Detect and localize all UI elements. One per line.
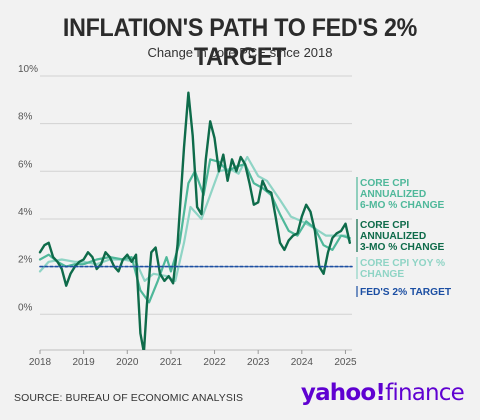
x-tick-label: 2024 — [291, 357, 314, 368]
x-tick-label: 2019 — [73, 357, 96, 368]
series-cpi_3mo-line — [38, 91, 351, 350]
y-tick-label: 2% — [18, 255, 33, 266]
x-tick-label: 2025 — [334, 357, 357, 368]
logo-part-yahoo: yahoo! — [300, 380, 386, 406]
source-note: SOURCE: BUREAU OF ECONOMIC ANALYSIS — [14, 392, 244, 404]
y-tick-label: 8% — [18, 112, 33, 123]
line-chart: 0% 2% 4% 6% 8% 10% 2018 2019 2020 2021 2022 2023 202… — [18, 64, 452, 368]
y-tick-label: 0% — [18, 302, 33, 313]
legend-label-cpi_yoy: CORE CPI YOY % — [360, 258, 445, 269]
x-tick-label: 2022 — [203, 357, 226, 368]
legend-label-cpi_3mo: 3-MO % CHANGE — [360, 242, 445, 253]
x-tick-label: 2021 — [160, 357, 183, 368]
legend-label-cpi_6mo: ANNUALIZED — [360, 189, 426, 200]
x-tick-label: 2020 — [116, 357, 139, 368]
y-tick-label: 6% — [18, 159, 33, 170]
legend-label-cpi_6mo: CORE CPI — [360, 178, 409, 189]
legend-label-target: FED'S 2% TARGET — [360, 287, 452, 298]
x-tick-label: 2023 — [247, 357, 270, 368]
legend-label-cpi_3mo: CORE CPI — [360, 220, 409, 231]
legend-label-cpi_6mo: 6-MO % CHANGE — [360, 200, 445, 211]
yahoo-finance-logo[interactable]: yahoo!finance — [300, 380, 465, 406]
legend-label-cpi_3mo: ANNUALIZED — [360, 231, 426, 242]
logo-part-finance: finance — [385, 380, 465, 406]
x-tick-label: 2018 — [29, 357, 52, 368]
chart-subtitle: Change in core PCE since 2018 — [147, 45, 333, 60]
legend-label-cpi_yoy: CHANGE — [360, 269, 404, 280]
chart-title: INFLATION'S PATH TO FED'S 2% TARGET — [62, 14, 418, 71]
y-tick-label: 10% — [18, 64, 38, 75]
y-tick-label: 4% — [18, 207, 33, 218]
